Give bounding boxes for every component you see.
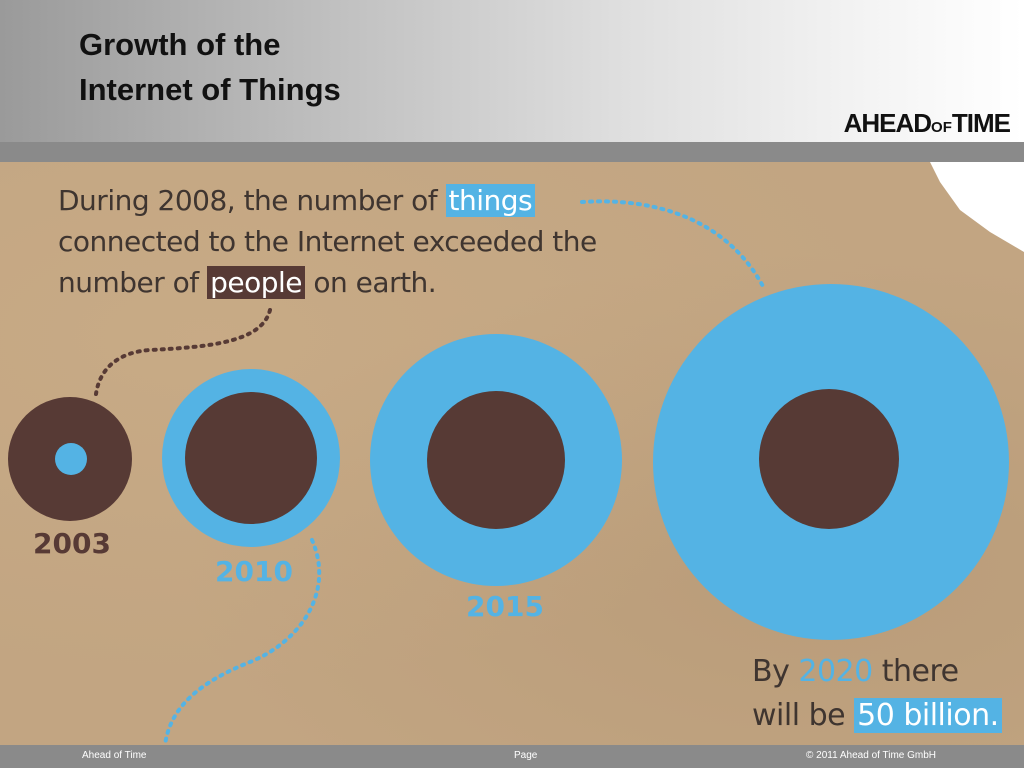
people-highlight: people — [207, 266, 305, 299]
intro-text: During 2008, the number of things connec… — [58, 180, 698, 303]
year-label-2003: 2003 — [33, 527, 111, 560]
slide-header: Growth of the Internet of Things AHEADOF… — [0, 0, 1024, 142]
year-label-2010: 2010 — [215, 555, 293, 588]
caption-year-2020: 2020 — [798, 654, 873, 689]
slide-footer: Ahead of Time Page © 2011 Ahead of Time … — [0, 745, 1024, 768]
caption-amount: 50 billion. — [854, 698, 1002, 733]
things-highlight: things — [445, 184, 536, 217]
intro-part-4: on earth. — [305, 266, 437, 299]
caption-will-be: will be — [752, 698, 855, 733]
connector-line-people — [94, 308, 272, 396]
torn-paper-corner — [930, 162, 1024, 252]
logo-main: AHEAD — [843, 108, 932, 138]
things-circle-2003 — [55, 443, 87, 475]
ahead-of-time-logo: AHEADOFTIME — [843, 108, 1011, 139]
logo-end: TIME — [951, 108, 1011, 138]
people-circle-2010 — [185, 392, 317, 524]
caption-by: By — [752, 654, 799, 689]
intro-part-1: During 2008, the number of — [58, 184, 446, 217]
infographic-graphics — [8, 162, 1024, 745]
people-circle-2015 — [427, 391, 565, 529]
connector-line-2010 — [163, 538, 322, 745]
title-line-1: Growth of the — [79, 27, 281, 62]
people-circle-2020 — [759, 389, 899, 529]
intro-part-3: number of — [58, 266, 208, 299]
slide-title: Growth of the Internet of Things — [79, 22, 579, 112]
intro-part-2: connected to the Internet exceeded the — [58, 225, 597, 258]
infographic: During 2008, the number of things connec… — [0, 162, 1024, 745]
footer-copyright: © 2011 Ahead of Time GmbH — [806, 750, 937, 761]
footer-left: Ahead of Time — [82, 750, 147, 761]
header-divider — [0, 142, 1024, 162]
logo-small: OF — [931, 119, 952, 136]
title-line-2: Internet of Things — [79, 72, 341, 107]
footer-page: Page — [514, 750, 538, 761]
caption-2020: By 2020 there will be 50 billion. — [752, 650, 1022, 738]
year-label-2015: 2015 — [466, 590, 544, 623]
caption-there: there — [872, 654, 959, 689]
